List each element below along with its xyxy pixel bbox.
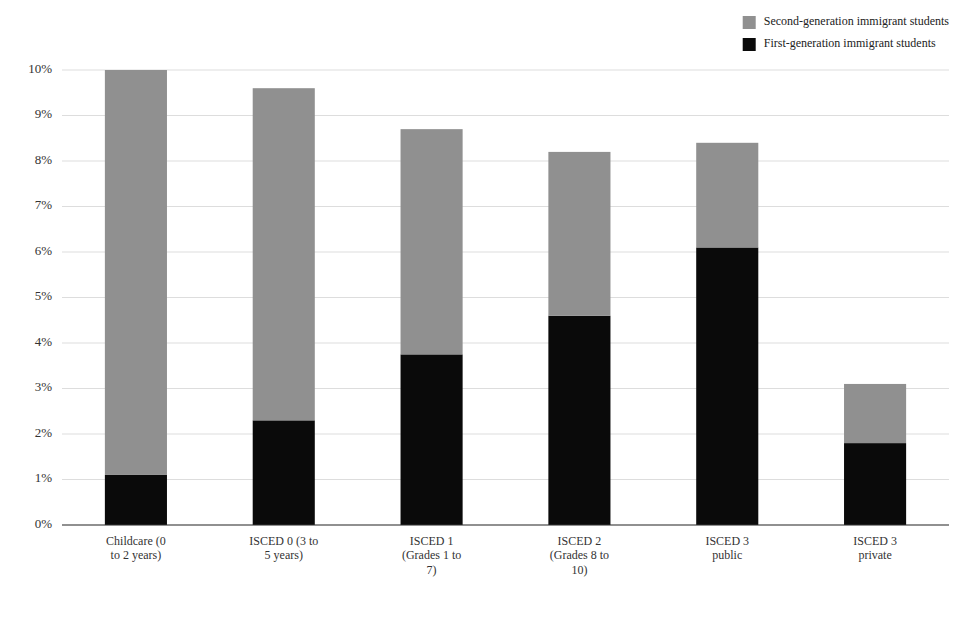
x-axis: Childcare (0to 2 years) ISCED 0 (3 to5 ye… <box>62 525 949 577</box>
x-tick-label: ISCED 1(Grades 1 to7) <box>402 534 461 577</box>
x-tick-label: ISCED 2(Grades 8 to10) <box>550 534 609 577</box>
bar-segment <box>105 70 167 475</box>
y-tick-label: 2% <box>35 425 53 440</box>
y-tick-label: 7% <box>35 197 53 212</box>
x-axis-line <box>62 525 949 526</box>
bar-segment <box>696 247 758 525</box>
grid-line <box>62 479 949 480</box>
y-tick-label: 3% <box>35 379 53 394</box>
grid-line <box>62 525 949 526</box>
y-tick-label: 10% <box>28 61 52 76</box>
y-tick-label: 1% <box>35 470 53 485</box>
bar-segment <box>548 152 610 316</box>
chart: 0% 1% 2% 3% 4% 5% 6% 7% 8% 9% 10% Childcare (0to 2 … <box>0 0 973 617</box>
y-tick-label: 8% <box>35 152 53 167</box>
x-tick-label: ISCED 3private <box>853 534 897 562</box>
grid-line <box>62 70 949 71</box>
grid <box>62 70 949 525</box>
legend-label: First-generation immigrant students <box>764 36 936 50</box>
bar-segment <box>844 384 906 443</box>
bar-segment <box>844 443 906 525</box>
y-axis: 0% 1% 2% 3% 4% 5% 6% 7% 8% 9% 10% <box>28 61 52 531</box>
grid-line <box>62 434 949 435</box>
grid-line <box>62 343 949 344</box>
grid-line <box>62 297 949 298</box>
bar-segment <box>105 475 167 525</box>
grid-line <box>62 161 949 162</box>
x-tick-label: ISCED 0 (3 to5 years) <box>249 534 318 562</box>
grid-line <box>62 115 949 116</box>
legend-swatch <box>743 16 756 29</box>
bar-segment <box>253 420 315 525</box>
x-tick-label: ISCED 3public <box>705 534 749 562</box>
grid-line <box>62 206 949 207</box>
y-tick-label: 0% <box>35 516 53 531</box>
y-tick-label: 5% <box>35 288 53 303</box>
y-tick-label: 9% <box>35 106 53 121</box>
x-tick-label: Childcare (0to 2 years) <box>106 534 166 562</box>
y-tick-label: 6% <box>35 243 53 258</box>
bar-segment <box>401 354 463 525</box>
legend: Second-generation immigrant students Firs… <box>743 14 950 51</box>
grid-line <box>62 252 949 253</box>
legend-label: Second-generation immigrant students <box>764 14 950 28</box>
bars <box>105 70 906 525</box>
grid-line <box>62 388 949 389</box>
y-tick-label: 4% <box>35 334 53 349</box>
bar-segment <box>401 129 463 354</box>
bar-segment <box>696 143 758 248</box>
bar-segment <box>548 316 610 525</box>
bar-segment <box>253 88 315 420</box>
legend-swatch <box>743 38 756 51</box>
